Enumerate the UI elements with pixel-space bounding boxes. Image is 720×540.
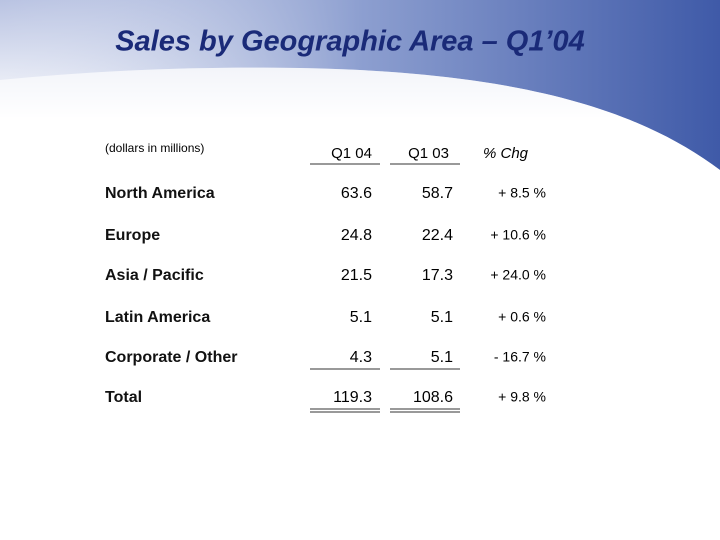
note: (dollars in millions) — [105, 141, 204, 155]
pct-change: + 8.5 % — [498, 185, 546, 201]
table-body: North America 63.6 58.7 + 8.5 % Europe 24.8 22… — [105, 185, 546, 407]
q1-04-value: 119.3 — [333, 389, 372, 406]
row-label: North America — [105, 185, 215, 202]
column-header: % Chg — [483, 145, 529, 162]
row-label: Total — [105, 389, 142, 406]
row-label: Asia / Pacific — [105, 267, 204, 284]
column-header: Q1 03 — [408, 145, 449, 162]
q1-03-value: 5.1 — [431, 349, 453, 366]
row-label: Latin America — [105, 309, 210, 326]
pct-change: + 0.6 % — [498, 309, 546, 325]
column-header: Q1 04 — [331, 145, 372, 162]
q1-04-value: 4.3 — [350, 349, 372, 366]
q1-04-value: 63.6 — [341, 185, 372, 202]
q1-03-value: 5.1 — [431, 309, 453, 326]
row-label: Corporate / Other — [105, 349, 237, 366]
pct-change: - 16.7 % — [494, 349, 546, 365]
content-area — [0, 67, 720, 540]
pct-change: + 24.0 % — [490, 267, 546, 283]
q1-04-value: 5.1 — [350, 309, 372, 326]
q1-04-value: 21.5 — [341, 267, 372, 284]
q1-03-value: 108.6 — [413, 389, 453, 406]
pct-change: + 10.6 % — [490, 227, 546, 243]
pct-change: + 9.8 % — [498, 389, 546, 405]
swoosh — [0, 0, 720, 170]
q1-03-value: 17.3 — [422, 267, 453, 284]
title: Sales by Geographic Area – Q1’04 — [115, 26, 585, 58]
q1-03-value: 22.4 — [422, 227, 453, 244]
q1-03-value: 58.7 — [422, 185, 453, 202]
row-label: Europe — [105, 227, 160, 244]
q1-04-value: 24.8 — [341, 227, 372, 244]
